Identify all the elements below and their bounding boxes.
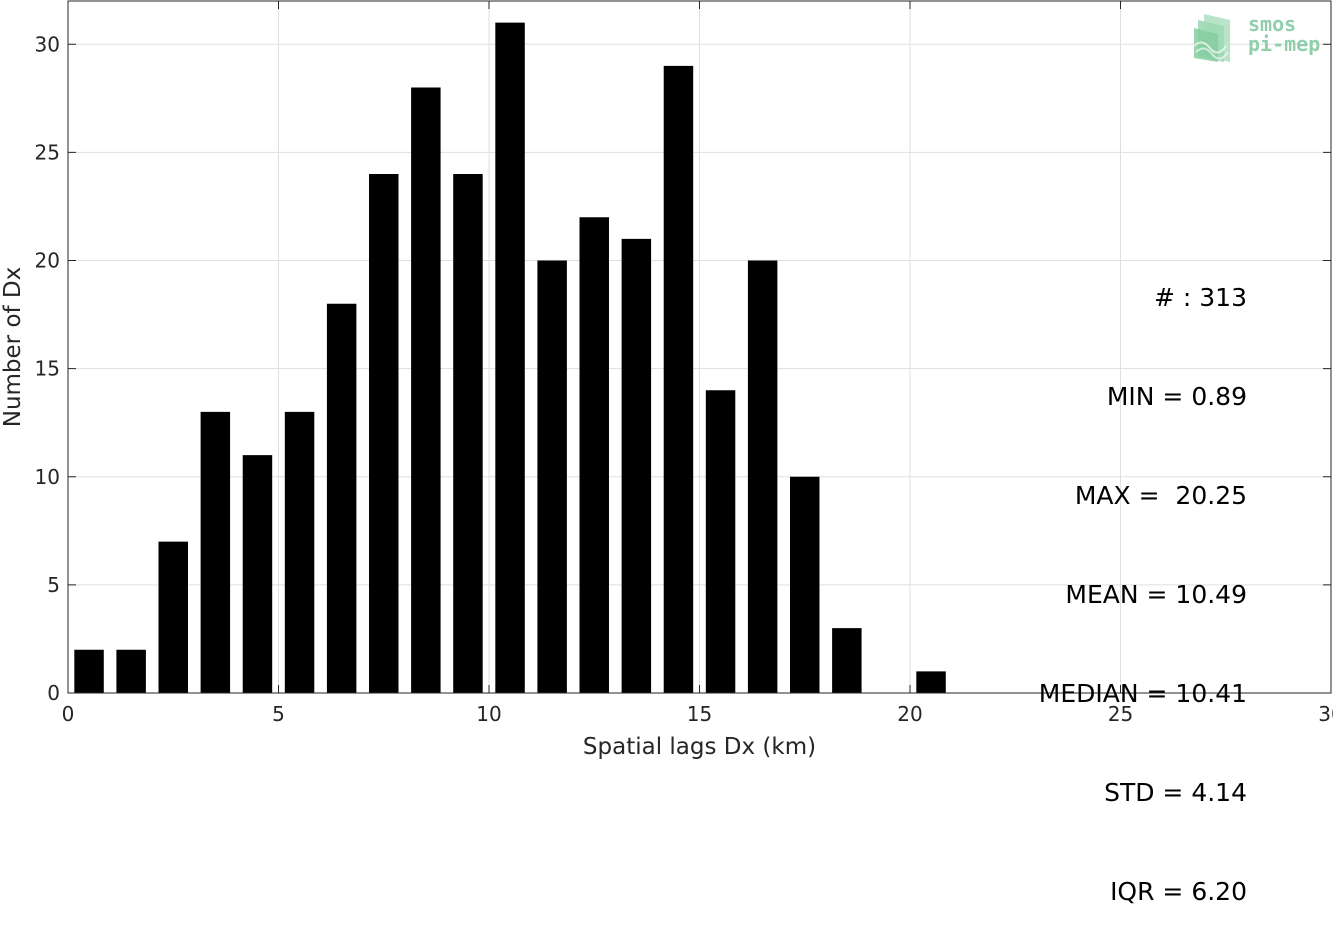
logo-text: smos pi-mep [1248,14,1320,54]
y-tick-label: 5 [47,573,60,597]
histogram-bar [832,628,862,693]
stat-count: # : 313 [1154,283,1247,312]
histogram-bar [74,649,104,693]
histogram-bar [453,174,483,693]
y-axis-label: Number of Dx [0,267,26,428]
smos-pi-mep-logo: smos pi-mep [1192,12,1332,68]
x-tick-label: 20 [897,702,922,726]
x-tick-label: 10 [476,702,501,726]
histogram-bar [158,541,188,693]
x-axis-label: Spatial lags Dx (km) [583,734,816,760]
histogram-bar [916,671,946,693]
y-tick-label: 0 [47,681,60,705]
x-tick-label: 25 [1108,702,1133,726]
histogram-bar [663,65,694,693]
y-tick-label: 25 [35,140,60,164]
grid-lines [67,1,1332,694]
x-tick-label: 30 [1318,702,1333,726]
y-tick-label: 30 [35,32,60,56]
histogram-bar [790,476,820,693]
stat-min: MIN = 0.89 [1106,382,1247,411]
stat-max: MAX = 20.25 [1074,481,1247,510]
stat-iqr: IQR = 6.20 [1110,877,1247,906]
y-tick-label: 20 [35,249,60,273]
histogram-bar [537,260,567,693]
histogram-chart: 0 5 10 15 20 25 30 0 5 10 15 20 25 30 Spatial lags Dx… [0,0,1333,760]
stat-mean: MEAN = 10.49 [1065,580,1247,609]
stat-median: MEDIAN = 10.41 [1038,679,1247,708]
stat-std: STD = 4.14 [1104,778,1247,807]
histogram-bar [579,217,609,693]
wave-logo-icon [1193,14,1230,62]
histogram-bar [326,303,357,693]
histogram-bar [284,411,315,693]
histogram-bar [116,649,146,693]
histogram-bar [495,22,525,693]
statistics-annotation: # : 313 MIN = 0.89 MAX = 20.25 MEAN = 10… [1039,215,1247,941]
histogram-bar [747,260,778,693]
x-tick-label: 0 [62,702,75,726]
y-tick-label: 15 [35,357,60,381]
histogram-bar [369,174,399,693]
histogram-bar [411,87,441,693]
bars [74,22,946,693]
histogram-bar [242,455,273,693]
y-tick-label: 10 [35,465,60,489]
x-tick-label: 15 [687,702,712,726]
x-tick-label: 5 [272,702,285,726]
logo-line-2: pi-mep [1248,32,1321,56]
histogram-bar [200,411,231,693]
logo-line-1: smos [1248,12,1297,36]
ticks: 0 5 10 15 20 25 30 0 5 10 15 20 25 30 [35,1,1333,726]
histogram-bar [621,238,652,693]
histogram-bar [705,390,736,693]
